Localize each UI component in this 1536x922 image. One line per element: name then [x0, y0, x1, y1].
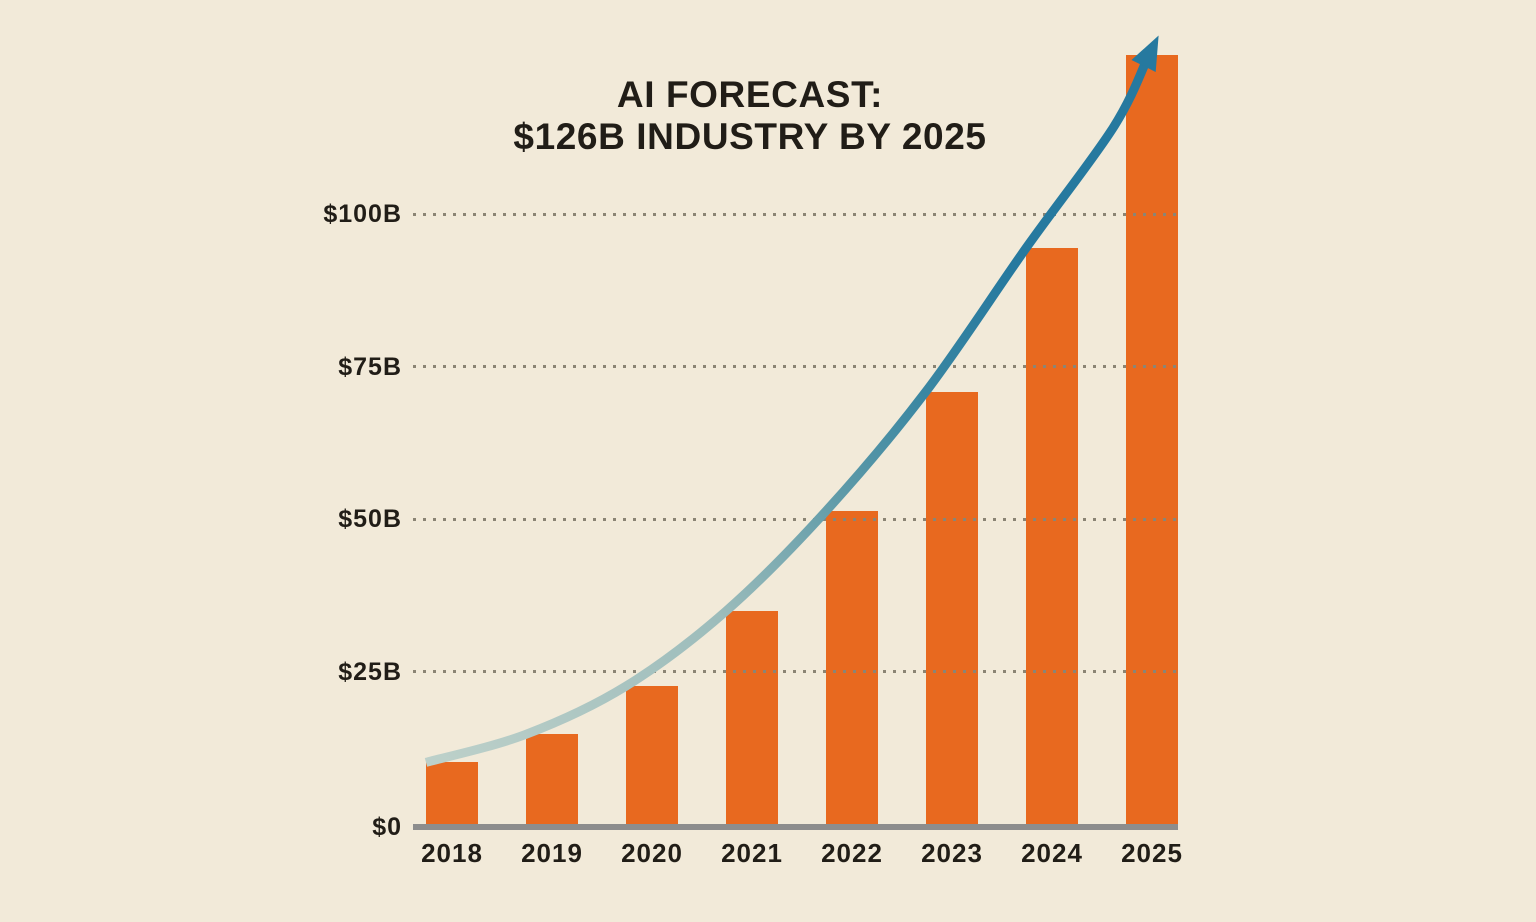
- x-tick-label-2023: 2023: [921, 838, 983, 868]
- gridline-75: [413, 365, 1176, 368]
- bar-2023: [926, 391, 978, 824]
- x-tick-label-2022: 2022: [821, 838, 883, 868]
- bar-2021: [726, 611, 778, 824]
- bar-2019: [526, 734, 578, 824]
- x-tick-label-2025: 2025: [1121, 838, 1183, 868]
- y-tick-label-75: $75B: [338, 352, 402, 381]
- y-tick-label-50: $50B: [338, 505, 402, 533]
- bar-2025: [1126, 55, 1178, 824]
- x-axis-line: [413, 824, 1178, 830]
- gridline-50: [413, 517, 1176, 521]
- chart-title: AI FORECAST: $126B INDUSTRY BY 2025: [370, 74, 1130, 158]
- y-tick-label-100: $100B: [323, 200, 402, 228]
- y-tick-label-0: $0: [372, 813, 402, 841]
- chart-title-line1: AI FORECAST:: [616, 74, 884, 115]
- x-tick-label-2020: 2020: [621, 838, 683, 868]
- x-tick-label-2024: 2024: [1021, 838, 1083, 868]
- y-tick-label-25: $25B: [338, 657, 402, 686]
- bar-2024: [1026, 248, 1078, 824]
- bar-2020: [626, 686, 678, 824]
- bar-2018: [426, 762, 478, 824]
- gridline-100: [413, 212, 1176, 216]
- x-tick-label-2018: 2018: [421, 838, 483, 868]
- gridline-25: [413, 670, 1176, 673]
- x-tick-label-2021: 2021: [721, 838, 783, 868]
- x-tick-label-2019: 2019: [521, 838, 583, 868]
- chart-title-line2: $126B INDUSTRY BY 2025: [513, 116, 987, 157]
- bar-2022: [826, 511, 878, 824]
